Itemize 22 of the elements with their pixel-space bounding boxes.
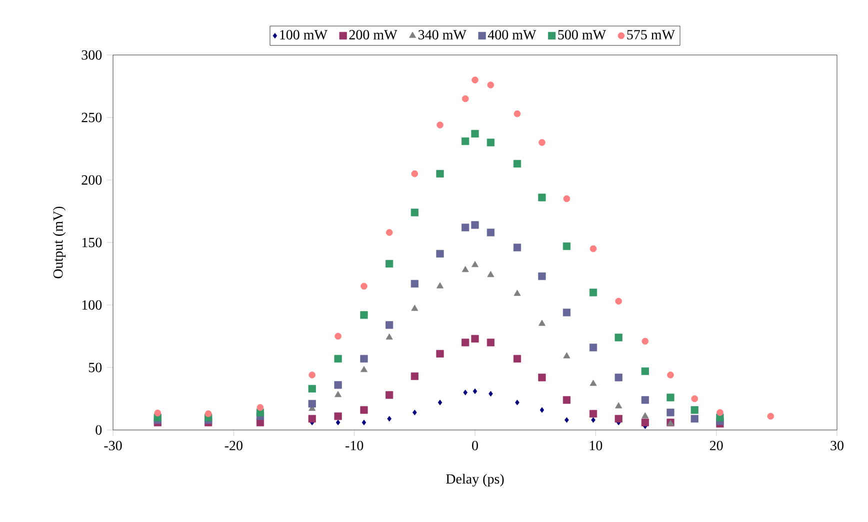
y-tick-label: 250 [82, 112, 102, 122]
legend-label: 575 mW [627, 30, 675, 40]
x-tick-label: -20 [224, 440, 242, 450]
x-tick-label: 10 [590, 440, 602, 450]
x-tick-label: -30 [104, 440, 122, 450]
y-tick-label: 0 [96, 425, 102, 435]
legend-label: 100 mW [280, 30, 328, 40]
x-tick-label: 20 [710, 440, 723, 450]
y-tick-label: 300 [82, 50, 102, 60]
x-tick-label: 0 [472, 440, 478, 450]
x-tick-label: 30 [830, 440, 844, 450]
legend-label: 200 mW [349, 30, 398, 40]
y-tick-label: 50 [88, 362, 102, 372]
y-tick-label: 200 [82, 175, 102, 185]
y-tick-label: 150 [82, 238, 102, 248]
y-tick-label: 100 [82, 300, 102, 310]
legend-label: 400 mW [488, 30, 536, 40]
x-axis-title: Delay (ps) [446, 474, 504, 487]
y-axis-title: Output (mV) [52, 206, 66, 278]
legend-label: 340 mW [418, 30, 466, 40]
legend-label: 500 mW [558, 30, 606, 40]
x-tick-label: -10 [346, 440, 364, 450]
